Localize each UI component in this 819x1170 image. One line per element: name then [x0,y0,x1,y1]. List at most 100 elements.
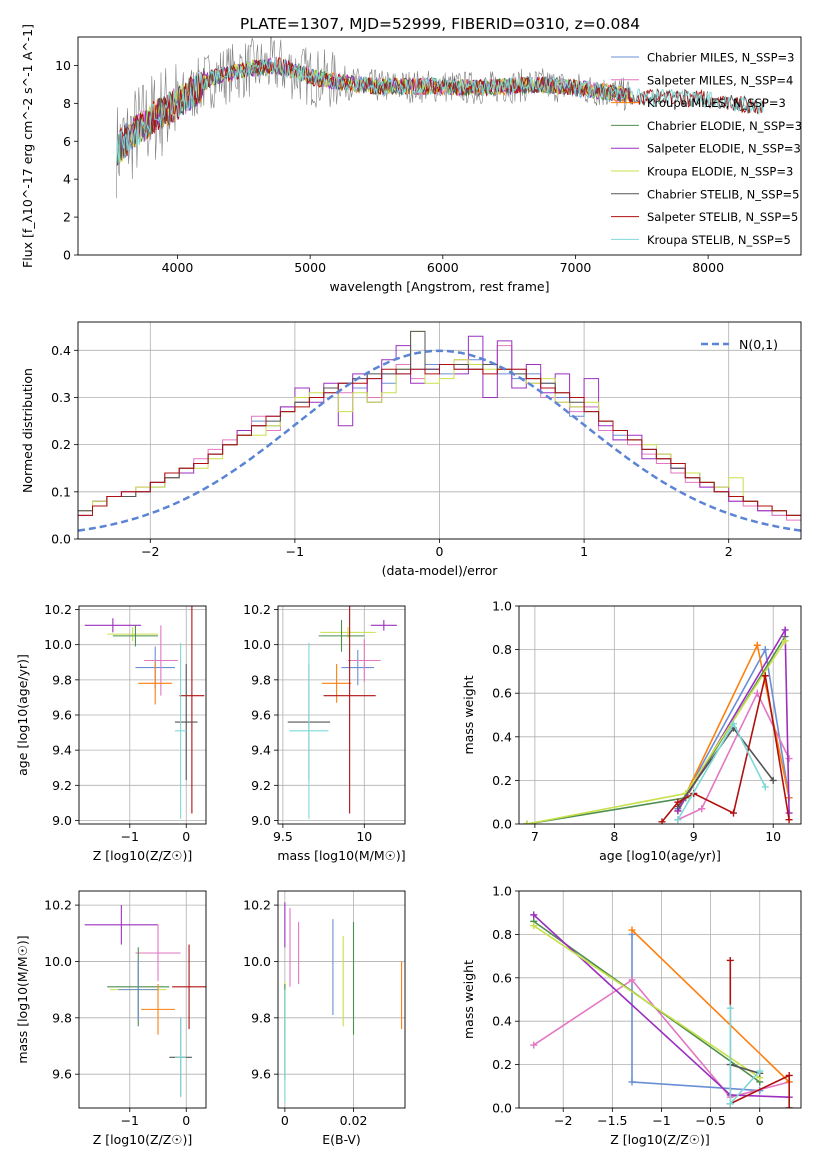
panel-mass-vs-EBV: 0 0.02 9.6 9.8 10.0 10.2 E(B-V) [243,890,406,1147]
plot-area [84,905,206,1097]
x-tick-label: 7000 [560,260,592,275]
y-tick-label: 9.8 [52,1010,72,1025]
y-tick-label: 0.2 [51,437,71,452]
plot-area [287,606,397,819]
x-tick-label: 5000 [294,260,326,275]
y-tick-label: 9.6 [52,708,72,723]
histogram-step [78,335,801,521]
y-tick-label: 10.0 [243,954,271,969]
weight-marker [781,626,789,634]
x-tick-label: 9 [690,829,698,844]
plot-area [84,606,205,819]
y-tick-label: 9.4 [251,743,271,758]
y-tick-label: 0.4 [51,343,71,358]
y-tick-label: 0.4 [492,1014,512,1029]
normal-curve [78,349,801,532]
x-axis-label: (data-model)/error [382,563,499,578]
x-axis-label: E(B-V) [322,1132,361,1147]
weight-marker [698,805,706,813]
weight-marker [726,1100,734,1108]
weight-marker [726,1004,734,1012]
y-axis-label: mass weight [461,960,476,1039]
weight-marker [674,816,682,824]
legend-entry: Chabrier MILES, N_SSP=3 [647,51,794,65]
y-tick-label: 6 [63,134,71,149]
x-tick-label: 0 [182,1113,190,1128]
y-axis-label: Normed distribution [20,368,35,493]
y-axis-label: mass [log10(M/M☉)] [15,935,30,1063]
legend-entry: Salpeter STELIB, N_SSP=5 [647,210,798,224]
plot-area [523,626,793,824]
y-tick-label: 9.0 [52,813,72,828]
legend-entry: Salpeter ELODIE, N_SSP=3 [647,142,801,156]
y-axis-label: age [log10(age/yr)] [15,654,30,776]
y-tick-label: 10.2 [243,898,271,913]
weight-marker [753,689,761,697]
weight-line [661,675,790,823]
x-tick-label: −2 [554,1113,572,1128]
y-tick-label: 0.6 [492,686,512,701]
y-tick-label: 0.0 [492,1101,512,1116]
axes-frame [277,890,406,1109]
x-tick-label: −0.5 [695,1113,725,1128]
weight-marker [658,818,666,824]
weight-line [730,1063,760,1075]
weight-marker [726,956,734,964]
legend-entry: Kroupa MILES, N_SSP=3 [647,96,786,110]
y-tick-label: 9.6 [52,1067,72,1082]
weight-line [631,929,790,1083]
histogram-step [78,330,801,521]
weight-marker [785,755,793,763]
x-tick-label: 10 [765,829,781,844]
y-tick-label: 0.0 [492,817,512,832]
weight-marker [729,809,737,817]
y-tick-label: 4 [63,172,71,187]
x-tick-label: 0 [281,1113,289,1128]
y-tick-label: 0 [63,248,71,263]
panel-weight-vs-age: 7 8 9 10 0.0 0.2 0.4 0.6 0.8 1.0 age [log10(age/yr… [461,599,802,863]
weight-marker [785,1071,793,1079]
x-tick-label: 2 [725,544,733,559]
y-tick-label: 10.0 [44,954,72,969]
y-tick-label: 9.6 [251,708,271,723]
x-tick-label: 8 [610,829,618,844]
plot-area [78,330,801,532]
x-tick-label: 0 [756,1113,764,1128]
model-spectrum [116,57,632,166]
y-tick-label: 9.4 [52,743,72,758]
x-tick-label: −1 [121,1113,139,1128]
weight-marker [761,672,769,680]
axes-frame [518,890,802,1109]
y-tick-label: 10.2 [44,898,72,913]
x-tick-label: 4000 [162,260,194,275]
x-tick-label: −1 [286,544,304,559]
histogram-step [78,330,801,521]
legend-entry: Salpeter MILES, N_SSP=4 [647,73,793,87]
weight-line [677,691,790,821]
legend-entry: Chabrier ELODIE, N_SSP=3 [647,119,802,133]
axes-frame [77,36,802,256]
weight-marker [785,816,793,824]
weight-marker [781,637,789,645]
weight-marker [628,926,636,934]
panel-mass-vs-Z: −1 0 9.6 9.8 10.0 10.2 Z [log10(Z/Z☉)] mass [lo… [15,890,207,1147]
y-tick-label: 0.6 [492,970,512,985]
y-tick-label: 1.0 [492,599,512,614]
y-tick-label: 9.8 [251,1010,271,1025]
panel-age-vs-mass: 9.5 10 9.0 9.2 9.4 9.6 9.8 10.0 10.2 mass [log10(… [243,602,405,863]
weight-marker [674,798,682,806]
axes-frame [78,890,207,1109]
y-tick-label: 0.1 [51,484,71,499]
x-tick-label: 0.02 [340,1113,368,1128]
weight-marker [761,783,769,791]
y-tick-label: 9.8 [52,672,72,687]
weight-marker [530,1041,538,1049]
plot-area [530,911,793,1108]
y-tick-label: 0.8 [492,642,512,657]
y-tick-label: 0.2 [492,773,512,788]
x-tick-label: 0 [182,829,190,844]
weight-marker [523,820,531,824]
x-axis-label: Z [log10(Z/Z☉)] [93,1132,193,1147]
weight-marker [628,1078,636,1086]
